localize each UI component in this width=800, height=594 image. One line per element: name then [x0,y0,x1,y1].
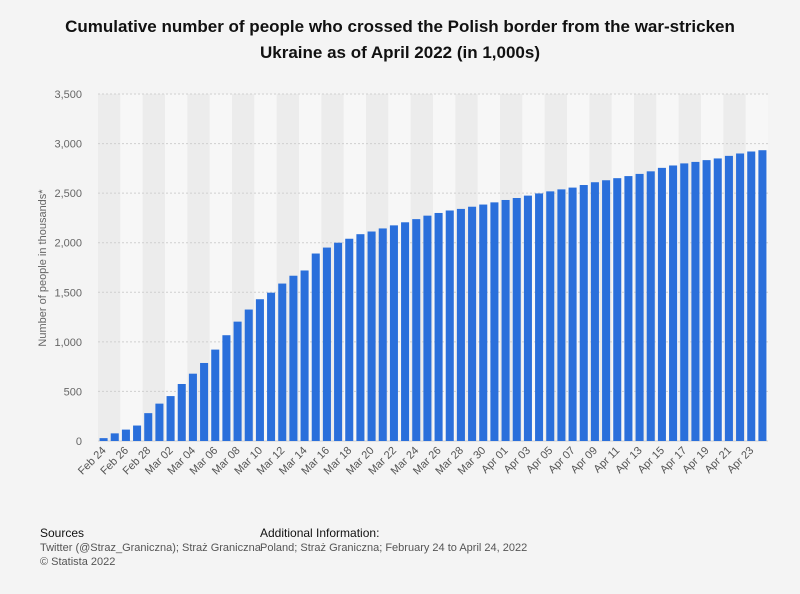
bar [188,373,197,441]
bar [99,438,108,441]
sources-line: Twitter (@Straz_Graniczna); Straż Granic… [40,542,261,554]
sources-heading: Sources [40,526,85,540]
bar [546,191,555,441]
bar [345,238,354,441]
band [120,94,143,441]
bar [646,171,655,441]
bar [367,231,376,441]
bar [401,222,410,441]
additional-info-block: Additional Information: Poland; Straż Gr… [260,526,527,555]
bar [669,165,678,441]
y-tick-label: 1,000 [54,337,82,349]
bar [200,362,209,441]
bar [724,155,733,441]
bar [166,396,175,441]
bar [568,187,577,441]
bar [412,219,421,441]
chart-title: Cumulative number of people who crossed … [65,17,735,62]
bar [144,413,153,441]
bar [758,150,767,442]
additional-info-heading: Additional Information: [260,526,380,540]
bar [523,195,532,441]
y-tick-label: 1,500 [54,287,82,299]
bar [456,208,465,441]
y-tick-labels: 0 500 1,000 1,500 2,000 2,500 3,000 3,500 [54,89,82,448]
bar [389,225,398,441]
bar [535,193,544,441]
bar [468,206,477,441]
bar [233,321,242,441]
bar [423,215,432,441]
bar [244,309,253,441]
copyright-line: © Statista 2022 [40,556,116,568]
band [187,94,210,441]
sources-block: Sources Twitter (@Straz_Graniczna); Stra… [40,526,261,569]
y-tick-label: 0 [76,436,82,448]
bar [267,292,276,441]
bar [222,335,231,441]
additional-info-text: Poland; Straż Graniczna; February 24 to … [260,542,528,554]
band [165,94,188,441]
gridlines [98,93,768,442]
y-tick-label: 3,000 [54,139,82,151]
bar [579,185,588,441]
bar [322,247,331,441]
bars [99,150,767,442]
bar [133,425,142,441]
bar [512,198,521,441]
bar [434,212,443,441]
bar [378,228,387,441]
y-axis-label: Number of people in thousands* [37,189,49,347]
bar [501,199,510,441]
bar [590,182,599,442]
bar [255,299,264,441]
bar [300,270,309,441]
bar [613,178,622,441]
bar [211,349,220,441]
bar [155,403,164,441]
y-tick-label: 3,500 [54,89,82,101]
bar [479,204,488,441]
y-tick-label: 2,000 [54,238,82,250]
bar [680,163,689,441]
bar [624,176,633,442]
band [142,94,165,441]
bar [177,383,186,441]
bar [747,151,756,441]
band [98,94,121,441]
y-tick-label: 2,500 [54,188,82,200]
bar [691,161,700,442]
alternating-bands [98,94,768,441]
bar [278,283,287,441]
bar [736,153,745,441]
bar [334,242,343,441]
bar [657,167,666,441]
bar [702,160,711,441]
bar [490,202,499,441]
bar [289,275,298,441]
bar [121,429,130,441]
bar [602,180,611,442]
bar [713,158,722,441]
bar [445,210,454,441]
bar [110,433,119,441]
y-tick-label: 500 [64,386,82,398]
bar [356,234,365,441]
bar [311,253,320,441]
bar [557,189,566,441]
bar [635,173,644,441]
